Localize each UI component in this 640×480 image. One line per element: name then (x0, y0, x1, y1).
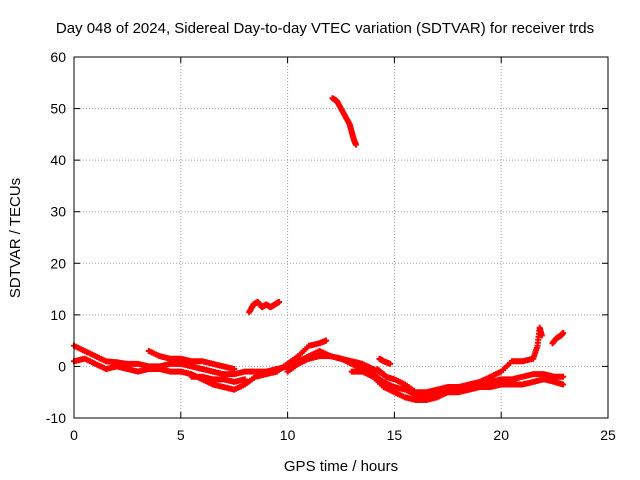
series-pass-c (145, 347, 238, 373)
y-axis-label: SDTVAR / TECUs (7, 178, 24, 298)
x-tick-label: 15 (387, 427, 403, 443)
x-tick-label: 25 (600, 427, 616, 443)
data-point (387, 360, 394, 367)
series-pass-i (374, 324, 545, 396)
series-pass-b (71, 337, 330, 393)
x-tick-label: 5 (177, 427, 185, 443)
x-axis-ticks: 0 5 10 15 20 25 (70, 57, 616, 443)
data-point (538, 332, 545, 339)
y-tick-label: 0 (58, 358, 66, 374)
series-pass-d (188, 373, 248, 385)
series-pass-k (376, 355, 394, 367)
y-tick-label: 10 (50, 307, 66, 323)
x-axis-label: GPS time / hours (284, 458, 398, 475)
series-pass-e (246, 298, 283, 316)
data-point (352, 141, 359, 148)
y-tick-label: -10 (46, 410, 66, 426)
plot-frame (73, 56, 609, 419)
data-point (560, 381, 567, 388)
y-tick-label: 30 (50, 204, 66, 220)
x-tick-label: 20 (493, 427, 509, 443)
y-tick-label: 50 (50, 101, 66, 117)
data-point (560, 329, 567, 336)
data-point (231, 366, 238, 373)
grid-lines (74, 57, 608, 418)
data-points (71, 95, 567, 403)
y-tick-label: 20 (50, 255, 66, 271)
chart-title: Day 048 of 2024, Sidereal Day-to-day VTE… (56, 20, 594, 37)
y-tick-label: 60 (50, 49, 66, 65)
data-point (241, 376, 248, 383)
x-tick-label: 0 (70, 427, 78, 443)
y-tick-label: 40 (50, 152, 66, 168)
series-pass-h (348, 368, 567, 403)
y-axis-ticks: -10 0 10 20 30 40 50 60 (46, 49, 608, 426)
series-pass-j (549, 329, 567, 347)
series-pass-f (329, 95, 359, 148)
data-point (560, 373, 567, 380)
data-point (276, 298, 283, 305)
data-point (323, 337, 330, 344)
x-tick-label: 10 (280, 427, 296, 443)
